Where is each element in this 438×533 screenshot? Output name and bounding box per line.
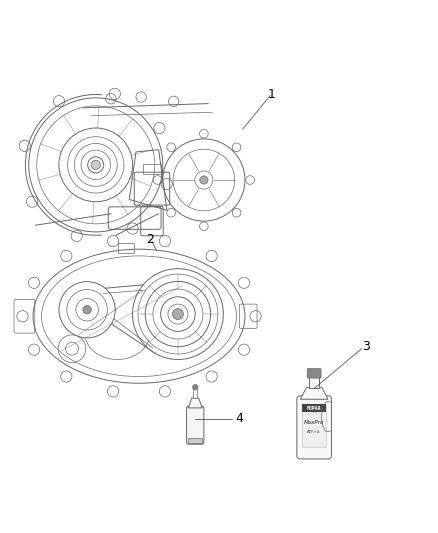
- Bar: [302, 406, 326, 447]
- Circle shape: [173, 309, 184, 319]
- Bar: [302, 405, 326, 412]
- Bar: [309, 377, 319, 387]
- Bar: [188, 438, 202, 442]
- Bar: [118, 243, 134, 253]
- Text: 4: 4: [236, 412, 243, 425]
- Text: 1: 1: [268, 88, 276, 101]
- Circle shape: [193, 384, 198, 390]
- Circle shape: [83, 305, 91, 314]
- FancyBboxPatch shape: [307, 368, 321, 378]
- FancyBboxPatch shape: [297, 396, 332, 459]
- Text: MaxPro: MaxPro: [304, 419, 324, 425]
- FancyBboxPatch shape: [187, 406, 204, 444]
- Polygon shape: [300, 387, 328, 399]
- Text: ATF+4: ATF+4: [307, 430, 321, 434]
- Bar: [143, 164, 161, 174]
- Polygon shape: [188, 398, 202, 408]
- Circle shape: [200, 176, 208, 184]
- Text: 2: 2: [146, 233, 154, 246]
- Text: MOPAR: MOPAR: [307, 406, 321, 411]
- Bar: [193, 389, 198, 398]
- Text: 3: 3: [362, 340, 370, 353]
- Circle shape: [91, 160, 100, 169]
